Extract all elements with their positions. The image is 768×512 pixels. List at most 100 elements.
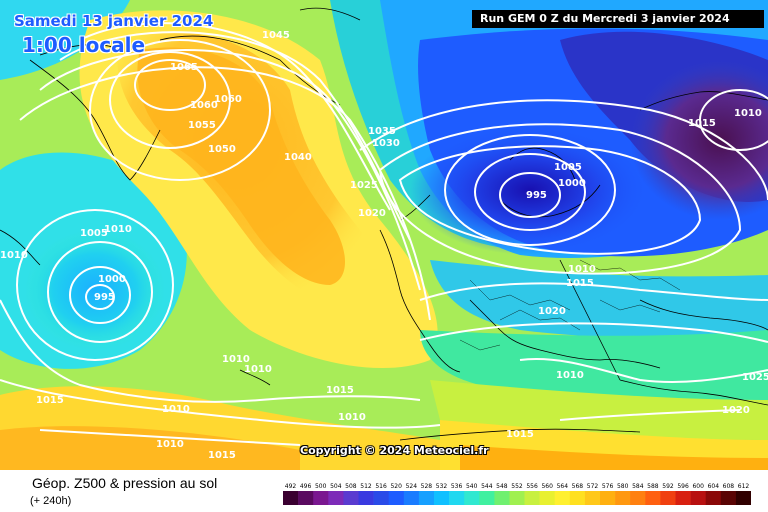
isobar-label: 1045 [262,30,290,41]
legend-tick-label: 576 [602,483,614,490]
legend-swatch [675,491,691,505]
legend-swatch [690,491,706,505]
isobar-label: 1015 [326,385,354,396]
isobar-label: 1005 [554,162,582,173]
legend-swatch [343,491,359,505]
legend-tick-label: 492 [285,483,297,490]
legend-tick-label: 532 [436,483,448,490]
isobars [0,22,768,446]
isobar-label: 1010 [162,404,190,415]
legend-tick-label: 496 [300,483,312,490]
isobar-label: 1060 [214,94,242,105]
isobar-label: 995 [526,190,547,201]
legend-swatch [388,491,405,505]
weather-map: 1045 1065 1060 1060 1055 1050 1035 1030 … [0,0,768,470]
legend-tick-label: 584 [632,483,644,490]
isobar-label: 1010 [568,264,596,275]
isobar-label: 995 [94,292,115,303]
isobar-label: 1010 [244,364,272,375]
borders [459,259,681,351]
area-low-scandinavia [410,125,650,255]
color-legend: 492 496 500 504 508 512 516 520 524 528 532 536 540 5… [283,480,751,508]
legend-swatch [494,491,510,505]
isobar-label: 1055 [188,120,216,131]
legend-tick-label: 556 [526,483,538,490]
legend-swatch [509,491,525,505]
legend-tick-label: 508 [345,483,357,490]
legend-tick-label: 544 [481,483,493,490]
legend-swatch [373,491,389,505]
isobar-label: 1020 [538,306,566,317]
legend-swatch [434,491,450,505]
coastlines [0,7,768,441]
area-orange-south [0,426,300,470]
legend-tick-label: 572 [587,483,599,490]
legend-swatch [735,491,751,505]
isobar-label: 1000 [98,274,126,285]
legend-tick-label: 528 [421,483,433,490]
legend-swatch [403,491,420,505]
isobar-label: 1020 [722,405,750,416]
isobar-label: 1015 [566,278,594,289]
isobar-label: 1015 [506,429,534,440]
area-low-west [25,230,165,350]
isobar-label: 1050 [208,144,236,155]
legend-tick-label: 604 [708,483,720,490]
legend-tick-label: 536 [451,483,463,490]
legend-swatch [464,491,480,505]
legend-tick-label: 540 [466,483,478,490]
legend-tick-label: 520 [390,483,402,490]
isobar-label: 1025 [742,372,768,383]
isobar-label: 1030 [372,138,400,149]
area-orange-africa [460,445,768,470]
isobar-label: 1040 [284,152,312,163]
legend-tick-label: 600 [692,483,704,490]
legend-swatch [554,491,571,505]
isobar-label: 1015 [36,395,64,406]
forecast-time: 1:00 locale [22,33,146,57]
isobar-label: 1010 [338,412,366,423]
isobar-labels: 1045 1065 1060 1060 1055 1050 1035 1030 … [0,30,768,461]
legend-swatch [630,491,646,505]
isobar-label: 1005 [80,228,108,239]
forecast-offset: (+ 240h) [30,495,72,507]
legend-swatch [283,491,299,505]
legend-swatch [705,491,722,505]
legend-swatch [600,491,616,505]
legend-swatch [418,491,435,505]
legend-swatch [645,491,661,505]
legend-tick-label: 552 [511,483,523,490]
isobar-label: 1065 [170,62,198,73]
isobar-label: 1020 [358,208,386,219]
run-info-banner: Run GEM 0 Z du Mercredi 3 janvier 2024 [472,10,764,28]
isobar-label: 1035 [368,126,396,137]
forecast-date: Samedi 13 janvier 2024 [14,12,214,30]
isobar-label: 1010 [0,250,28,261]
legend-tick-label: 504 [330,483,342,490]
area-yellow-green-south [430,380,768,440]
legend-swatch [584,491,601,505]
legend-swatch [569,491,586,505]
map-title: Géop. Z500 & pression au sol [32,475,218,491]
isobar-label: 1015 [208,450,236,461]
legend-swatch [298,491,314,505]
copyright-notice: Copyright © 2024 Meteociel.fr [300,444,489,457]
legend-swatch [479,491,495,505]
legend-tick-label: 560 [541,483,553,490]
legend-tick-label: 548 [496,483,508,490]
isobar-label: 1025 [350,180,378,191]
legend-tick-label: 516 [375,483,387,490]
isobar-label: 1010 [104,224,132,235]
isobar-label: 1010 [156,439,184,450]
legend-swatch [539,491,555,505]
area-cyan-europe [430,260,768,338]
legend-tick-label: 524 [406,483,418,490]
legend-tick-label: 580 [617,483,629,490]
isobar-label: 1010 [556,370,584,381]
isobar-label: 1000 [558,178,586,189]
legend-swatch [449,491,465,505]
legend-tick-label: 612 [738,483,750,490]
legend-swatch [660,491,676,505]
isobar-label: 1060 [190,100,218,111]
